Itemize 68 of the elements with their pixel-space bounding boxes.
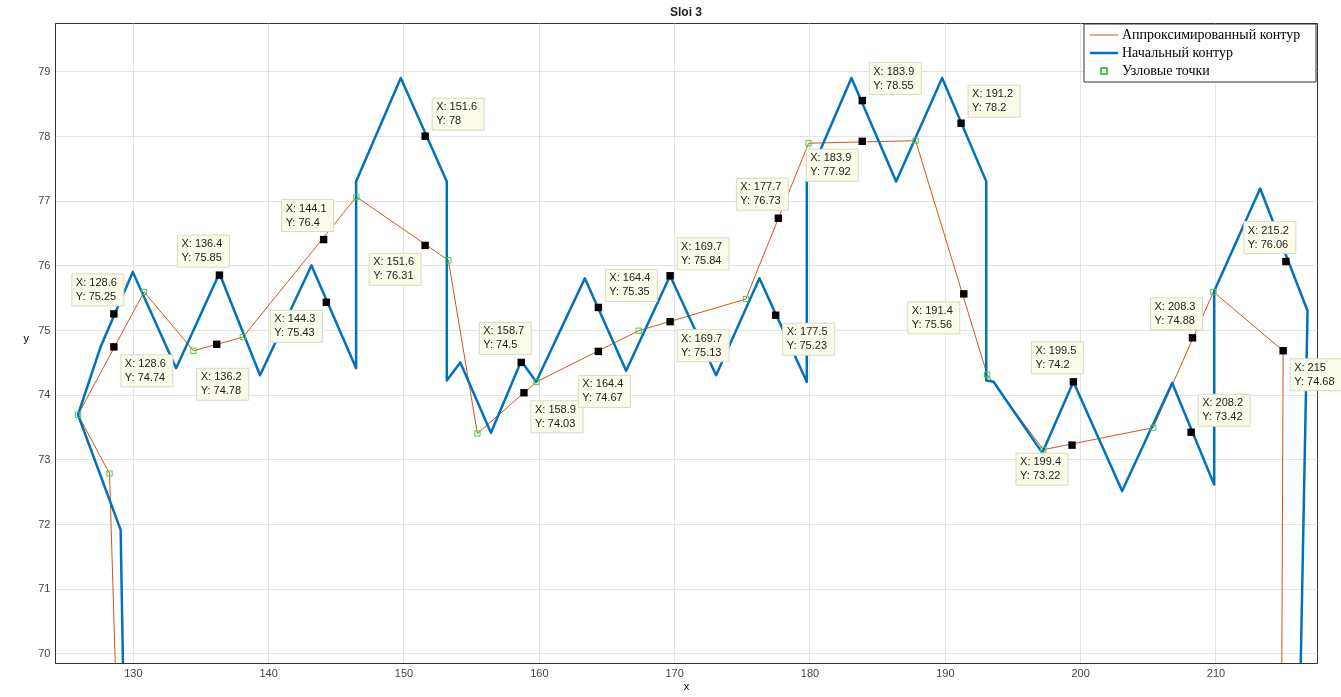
- y-tick-label: 72: [38, 517, 51, 530]
- annotation: X: 158.9 Y: 74.03: [534, 402, 576, 429]
- point: [1210, 288, 1217, 296]
- point: [912, 137, 919, 144]
- point: [635, 327, 642, 334]
- legend-label: Аппроксимированный контур: [1122, 27, 1301, 42]
- point: [474, 430, 481, 437]
- y-tick-label: 73: [38, 452, 51, 465]
- annotation: X: 169.7 Y: 75.84: [681, 239, 723, 266]
- point: [1150, 424, 1157, 431]
- annotation: X: 164.4 Y: 74.67: [582, 377, 624, 404]
- annotation: X: 183.9 Y: 78.55: [873, 64, 915, 91]
- point: [140, 288, 148, 296]
- x-tick-label: 200: [1071, 666, 1090, 679]
- annotation: X: 177.5 Y: 75.23: [786, 325, 828, 352]
- point: [1040, 446, 1047, 453]
- annotation: X: 151.6 Y: 76.31: [373, 255, 415, 282]
- y-tick-label: 76: [38, 258, 51, 271]
- point: [805, 140, 812, 147]
- x-tick-label: 180: [800, 666, 820, 679]
- point: [190, 347, 197, 354]
- x-tick-label: 210: [1206, 666, 1226, 679]
- annotation: X: 199.4 Y: 73.22: [1020, 455, 1062, 482]
- annotation: X: 191.4 Y: 75.56: [911, 303, 953, 330]
- annotation: X: 144.1 Y: 76.4: [285, 201, 327, 228]
- annotation: X: 199.5 Y: 74.2: [1035, 343, 1077, 370]
- point: [445, 257, 452, 264]
- annotation: X: 208.2 Y: 73.42: [1202, 396, 1244, 423]
- point: [984, 371, 991, 378]
- legend-label: Узловые точки: [1122, 63, 1211, 78]
- y-axis-title: y: [23, 331, 30, 344]
- annotation: X: 128.6 Y: 74.74: [124, 356, 166, 383]
- annotation: X: 215.2 Y: 76.06: [1247, 223, 1289, 250]
- annotation: X: 215 Y: 74.68: [1294, 360, 1335, 387]
- chart-title: Sloi 3: [669, 5, 703, 19]
- annotation: X: 169.7 Y: 75.13: [681, 331, 723, 358]
- annotation: X: 128.6 Y: 75.25: [75, 275, 117, 302]
- y-tick-label: 78: [38, 129, 51, 142]
- annotation: X: 158.7 Y: 74.5: [483, 324, 525, 351]
- annotation: X: 177.7 Y: 76.73: [740, 180, 782, 207]
- annotation: X: 136.2 Y: 74.78: [200, 370, 242, 397]
- annotation: X: 183.9 Y: 77.92: [810, 151, 852, 178]
- y-tick-label: 77: [38, 194, 51, 207]
- y-tick-label: 79: [38, 64, 51, 77]
- annotation: X: 136.4 Y: 75.85: [181, 237, 223, 264]
- x-tick-label: 140: [259, 666, 278, 679]
- x-tick-label: 160: [530, 666, 549, 679]
- x-tick-label: 150: [394, 666, 414, 679]
- x-tick-label: 130: [124, 666, 143, 679]
- y-tick-label: 74: [38, 388, 51, 401]
- x-tick-label: 190: [936, 666, 955, 679]
- y-tick-label: 75: [38, 323, 51, 336]
- point: [239, 334, 246, 341]
- annotation: X: 164.4 Y: 75.35: [609, 271, 651, 298]
- x-axis-title: x: [683, 679, 690, 692]
- annotation: X: 151.6 Y: 78: [436, 100, 478, 127]
- annotation: X: 208.3 Y: 74.88: [1154, 299, 1196, 326]
- legend-label: Начальный контур: [1122, 45, 1233, 60]
- point: [106, 470, 113, 477]
- point: [353, 193, 360, 201]
- point: [74, 411, 82, 418]
- annotation: X: 191.2 Y: 78.2: [972, 87, 1014, 114]
- y-tick-label: 70: [38, 646, 51, 659]
- point: [533, 378, 540, 385]
- x-tick-label: 170: [665, 666, 684, 679]
- y-tick-label: 71: [38, 582, 51, 595]
- point: [742, 295, 750, 303]
- annotation: X: 144.3 Y: 75.43: [274, 312, 316, 339]
